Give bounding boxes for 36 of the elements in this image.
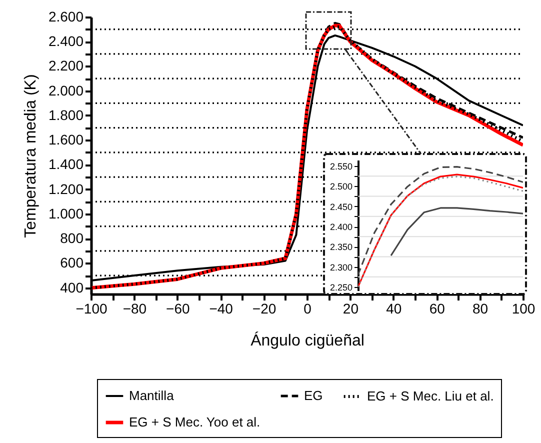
y-tick-label: 2.350 [330, 242, 352, 252]
y-axis-title: Temperatura media (K) [22, 74, 40, 238]
x-tick-label: 60 [429, 300, 446, 316]
y-tick-label: 2.550 [330, 162, 352, 172]
y-tick-label: 2.500 [330, 182, 352, 192]
y-tick-label: 600 [60, 254, 84, 271]
x-tick-label: −60 [166, 300, 190, 316]
x-axis-title: Ángulo cigüeñal [250, 332, 364, 350]
y-tick-label: 400 [60, 279, 84, 296]
x-tick-label: 0 [304, 300, 312, 316]
y-tick-label: 2.600 [48, 8, 84, 24]
x-tick-label: −80 [122, 300, 147, 316]
y-tick-label: 2.400 [330, 222, 352, 232]
y-tick-label: 2.200 [48, 58, 84, 74]
x-tick-label: 100 [512, 300, 536, 316]
x-tick-label: 80 [472, 300, 488, 316]
x-tick-label: 40 [386, 300, 402, 316]
y-tick-label: 800 [60, 230, 84, 246]
y-tick-label: 2.400 [48, 33, 84, 50]
y-tick-label: 2.450 [330, 202, 352, 212]
legend-label: EG + S Mec. Liu et al. [367, 388, 494, 404]
y-tick-label: 2.250 [330, 282, 352, 292]
x-tick-label: −40 [209, 300, 234, 316]
y-tick-label: 2.300 [330, 262, 352, 272]
legend-label: Mantilla [129, 388, 175, 403]
y-tick-label: 2.000 [48, 82, 84, 98]
x-tick-label: 20 [342, 300, 359, 316]
y-tick-label: 1.400 [48, 156, 84, 172]
x-tick-label: −20 [252, 300, 276, 316]
legend-label: EG + S Mec. Yoo et al. [129, 414, 260, 430]
y-tick-label: 1.000 [48, 205, 84, 222]
y-tick-label: 1.200 [48, 180, 84, 197]
legend-label: EG [304, 388, 323, 403]
y-tick-label: 1.600 [48, 132, 84, 148]
x-tick-label: −100 [76, 300, 108, 316]
y-tick-label: 1.800 [48, 106, 84, 123]
